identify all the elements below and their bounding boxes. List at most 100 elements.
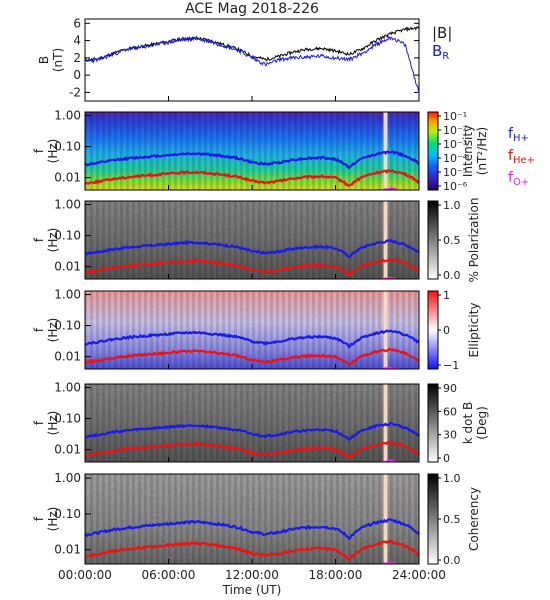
kdotb-colorbar-label: 0 <box>443 452 450 465</box>
intensity-colorbar-label: 10⁻³ <box>443 138 467 151</box>
intensity-colorbar-label: 10⁻⁶ <box>443 180 468 193</box>
ellipticity-colorbar <box>427 290 439 370</box>
b-ylabel-top: B <box>37 56 51 64</box>
intensity-colorbar-label: 10⁻¹ <box>443 110 467 123</box>
b-ylabel-bottom: (nT) <box>51 48 65 72</box>
coherency-ytick-label: 1.00 <box>54 471 81 485</box>
polarization-panel: 1.00 0.10 0.01 f (Hz) 1.0 0.5 0.0 % Polarization <box>32 198 481 283</box>
intensity-colorbar-label: 10⁻⁴ <box>443 152 468 165</box>
xtick-label: 12:00:00 <box>225 568 279 582</box>
kdotb-colorbar <box>427 383 439 463</box>
coherency-ylabel-hz: (Hz) <box>46 507 60 532</box>
intensity-fH-line <box>85 150 419 170</box>
kdotb-ytick-label: 0.10 <box>54 412 81 426</box>
coherency-colorbar <box>427 473 439 565</box>
ellipticity-ytick-label: 1.00 <box>54 288 81 302</box>
polarization-ylabel-hz: (Hz) <box>46 228 60 253</box>
b-ytick-label: 0 <box>73 68 81 82</box>
kdotb-colorbar-title: k dot B <box>461 402 475 444</box>
kdotb-colorbar-title: (Deg) <box>475 406 489 440</box>
xtick-label: 06:00:00 <box>142 568 196 582</box>
intensity-colorbar-label: 10⁻⁵ <box>443 166 467 179</box>
figure-title: ACE Mag 2018-226 <box>185 1 319 17</box>
polarization-colorbar-label: 0.5 <box>443 234 461 247</box>
intensity-colorbar-title: Intensity <box>461 125 475 177</box>
coherency-colorbar-title: Coherency <box>467 487 481 551</box>
b-field-y-ticks: 6 4 2 0 -2 <box>69 16 419 99</box>
ellipticity-data-gap <box>383 291 388 369</box>
kdotb-ytick-label: 0.01 <box>54 443 81 457</box>
polarization-data-gap <box>383 201 388 279</box>
polarization-colorbar-label: 0.0 <box>443 269 461 282</box>
coherency-data-gap <box>383 474 388 564</box>
coherency-colorbar-label: 1.0 <box>443 472 461 485</box>
intensity-colorbar-label: 10⁻² <box>443 124 467 137</box>
b-field-panel: 6 4 2 0 -2 B (nT) |B| BR <box>37 16 452 102</box>
polarization-ytick-label: 0.10 <box>54 229 81 243</box>
coherency-ytick-label: 0.10 <box>54 507 81 521</box>
intensity-colorbar <box>427 111 439 191</box>
intensity-ylabel-hz: (Hz) <box>46 139 60 164</box>
kdotb-fH-line <box>85 421 419 442</box>
x-axis-label: Time (UT) <box>222 583 282 597</box>
ellipticity-fHe-line <box>85 347 419 367</box>
kdotb-fHe-line <box>85 440 419 460</box>
kdotb-colorbar-label: 30 <box>443 429 457 442</box>
kdotb-time-striations <box>85 384 419 462</box>
spectrogram-panels: 1.000.100.01f (Hz)10⁻¹10⁻²10⁻³10⁻⁴10⁻⁵10⁻… <box>32 109 535 567</box>
kdotb-ylabel-f: f <box>32 420 46 425</box>
ellipticity-colorbar-label: 1 <box>443 289 450 302</box>
b-field-plot-frame <box>84 18 420 102</box>
legend-fH: fH+ <box>508 126 529 144</box>
ellipticity-panel: 1.00 0.10 0.01 f (Hz) 1 0 −1 Ellipticity <box>32 288 481 372</box>
polarization-fHe-line <box>85 257 419 277</box>
intensity-ylabel-f: f <box>32 148 46 153</box>
xtick-label: 00:00:00 <box>58 568 112 582</box>
coherency-fH-line <box>85 518 419 540</box>
kdotb-panel: 1.00 0.10 0.01 f (Hz) 90 60 30 0 k dot B (Deg) <box>32 381 489 465</box>
gyrofrequency-legend: fH+ fHe+ fO+ <box>508 126 535 188</box>
legend-b-radial: BR <box>432 42 449 62</box>
polarization-time-striations <box>85 201 419 279</box>
b-ytick-label: 6 <box>73 16 81 30</box>
ellipticity-fH-line <box>85 329 419 349</box>
polarization-fH-line <box>85 238 419 259</box>
b-ytick-label: 2 <box>73 51 81 65</box>
intensity-colorbar-title: (nT²/Hz) <box>475 127 489 175</box>
kdotb-ytick-label: 1.00 <box>54 381 81 395</box>
polarization-ylabel-f: f <box>32 237 46 242</box>
coherency-ylabel-f: f <box>32 516 46 521</box>
kdotb-colorbar-label: 90 <box>443 382 457 395</box>
intensity-ytick-label: 1.00 <box>54 109 81 123</box>
xtick-label: 24:00:00 <box>392 568 446 582</box>
polarization-colorbar-title: % Polarization <box>467 198 481 283</box>
intensity-ytick-label: 0.01 <box>54 171 81 185</box>
ellipticity-ylabel-hz: (Hz) <box>46 318 60 343</box>
coherency-ytick-label: 0.01 <box>54 543 81 557</box>
b-ytick-label: -2 <box>69 85 81 99</box>
intensity-time-striations <box>85 112 419 190</box>
ellipticity-ytick-label: 0.01 <box>54 350 81 364</box>
ellipticity-colorbar-label: 0 <box>443 324 450 337</box>
ellipticity-colorbar-label: −1 <box>443 359 459 372</box>
kdotb-colorbar-label: 60 <box>443 405 457 418</box>
intensity-data-gap <box>383 112 388 190</box>
time-axis: 00:00:00 06:00:00 12:00:00 18:00:00 24:00:00 <box>58 96 446 582</box>
ellipticity-ytick-label: 0.10 <box>54 319 81 333</box>
b-ytick-label: 4 <box>73 34 81 48</box>
coherency-time-striations <box>85 474 419 564</box>
ellipticity-colorbar-title: Ellipticity <box>467 303 481 358</box>
coherency-colorbar-label: 0.5 <box>443 513 461 526</box>
legend-b-magnitude: |B| <box>432 24 452 42</box>
intensity-fHe-line <box>85 168 419 187</box>
polarization-colorbar-label: 1.0 <box>443 199 461 212</box>
ellipticity-fO-line <box>174 366 402 369</box>
intensity-ytick-label: 0.10 <box>54 140 81 154</box>
polarization-ytick-label: 0.01 <box>54 260 81 274</box>
b-radial-line <box>84 35 420 94</box>
coherency-panel: 1.00 0.10 0.01 f (Hz) 1.0 0.5 0.0 Coherency <box>32 471 481 567</box>
intensity-panel: 1.00 0.10 0.01 f (Hz) 10⁻¹10⁻²10⁻³10⁻⁴10⁻⁵10⁻… <box>32 109 489 193</box>
coherency-colorbar-label: 0.0 <box>443 554 461 567</box>
ellipticity-ylabel-f: f <box>32 327 46 332</box>
